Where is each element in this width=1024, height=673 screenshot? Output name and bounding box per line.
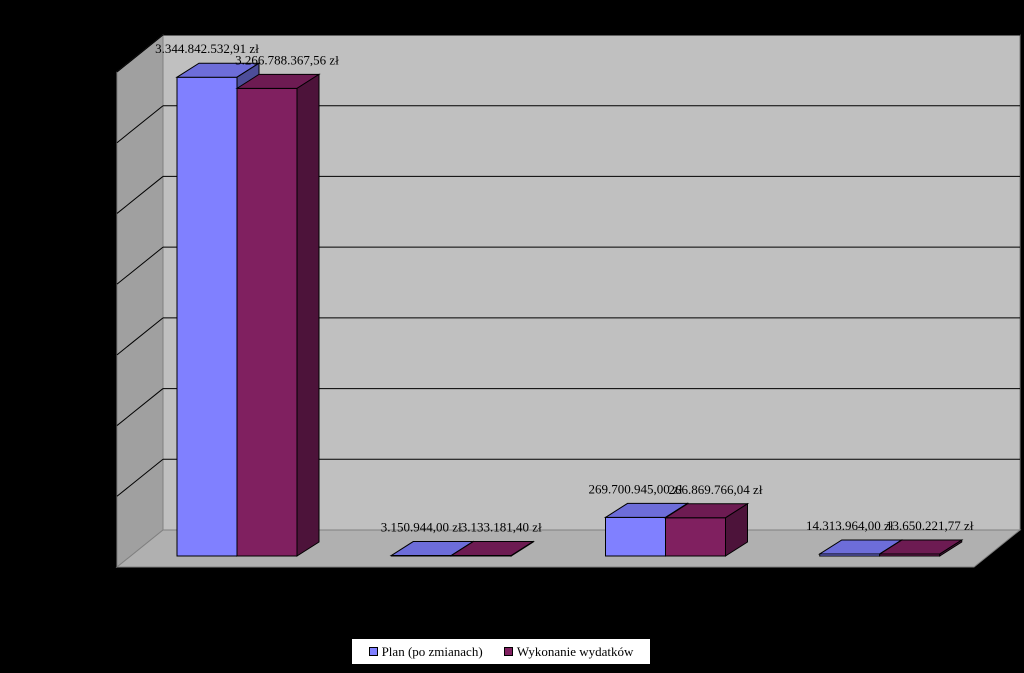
data-label: 3.266.788.367,56 zł	[235, 52, 339, 67]
legend-swatch-wykonanie	[504, 647, 513, 656]
bar-front	[237, 88, 297, 556]
bar-front	[666, 518, 726, 556]
legend-swatch-plan	[369, 647, 378, 656]
legend-item-plan: Plan (po zmianach)	[369, 644, 483, 660]
bar	[666, 504, 748, 556]
data-label: 266.869.766,04 zł	[669, 482, 763, 497]
data-label: 3.150.944,00 zł	[381, 520, 462, 535]
bar	[237, 74, 319, 556]
data-label: 3.133.181,40 zł	[461, 520, 542, 535]
bar-side	[297, 74, 319, 556]
legend-item-wykonanie: Wykonanie wydatków	[504, 644, 634, 660]
side-wall	[117, 35, 163, 567]
data-label: 14.313.964,00 zł	[806, 518, 894, 533]
legend-label-plan: Plan (po zmianach)	[382, 644, 483, 660]
legend-label-wykonanie: Wykonanie wydatków	[517, 644, 634, 660]
legend: Plan (po zmianach) Wykonanie wydatków	[351, 638, 651, 665]
bar-front	[606, 517, 666, 556]
bar-front	[177, 77, 237, 556]
data-label: 13.650.221,77 zł	[886, 518, 974, 533]
